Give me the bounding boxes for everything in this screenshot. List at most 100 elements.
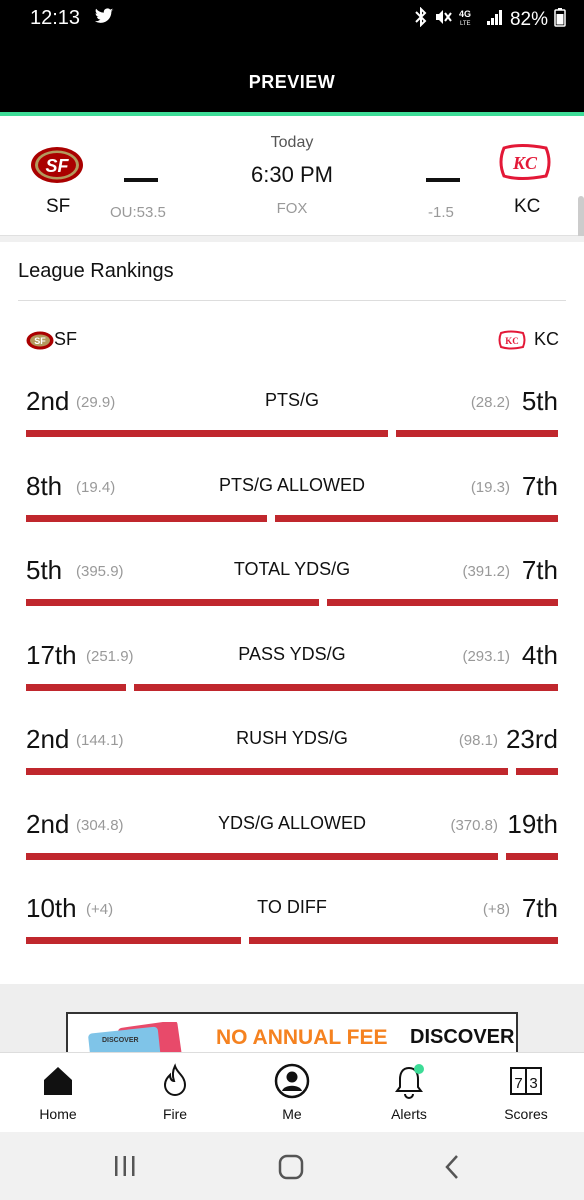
tab-fire[interactable]: Fire — [117, 1053, 233, 1133]
left-team-label: SF — [54, 329, 78, 349]
mute-icon — [434, 8, 452, 32]
ranking-row: 2nd (144.1) RUSH YDS/G (98.1) 23rd — [0, 724, 584, 794]
away-team-abbr: SF — [46, 196, 71, 217]
twitter-icon — [93, 6, 115, 32]
stat-label: TO DIFF — [257, 897, 327, 917]
tab-alerts[interactable]: Alerts — [351, 1053, 467, 1133]
right-team-bar — [249, 937, 558, 944]
scrollbar[interactable] — [578, 196, 584, 242]
stat-label: TOTAL YDS/G — [233, 559, 351, 579]
right-rank: 4th — [521, 639, 558, 670]
app-header: PREVIEW — [0, 36, 584, 116]
person-icon — [274, 1063, 310, 1099]
league-rankings-card: League Rankings SF SF KC KC 2nd (29.9) PTS… — [0, 242, 584, 984]
game-time: 6:30 PM — [251, 162, 333, 187]
tab-label: Alerts — [391, 1106, 427, 1122]
left-rank: 17th — [26, 639, 77, 670]
stat-label: PASS YDS/G — [238, 643, 346, 664]
left-rank: 10th — [26, 893, 77, 923]
right-value: (19.3) — [470, 478, 510, 496]
game-summary[interactable]: SF SF OU:53.5 Today 6:30 PM FOX -1.5 KC … — [0, 120, 584, 236]
right-rank: 5th — [521, 386, 558, 416]
left-team-bar — [26, 599, 319, 606]
fire-icon — [157, 1063, 193, 1099]
signal-icon — [486, 8, 504, 32]
stat-label: PTS/G — [264, 390, 319, 410]
battery-percent: 82% — [509, 9, 548, 30]
svg-text:KC: KC — [512, 153, 538, 173]
right-team-label: KC — [534, 329, 560, 349]
left-team-bar — [26, 683, 126, 691]
divider — [18, 300, 566, 301]
away-score-dash — [124, 178, 158, 182]
right-rank: 23rd — [505, 724, 558, 754]
left-value: (144.1) — [76, 732, 124, 749]
section-title: League Rankings — [18, 260, 174, 282]
right-rank: 7th — [521, 555, 558, 585]
right-team-bar — [506, 852, 558, 860]
recent-apps-icon[interactable] — [112, 1154, 138, 1183]
right-team-bar — [396, 430, 558, 437]
tab-label: Home — [39, 1106, 77, 1122]
lte-icon: 4G LTE — [458, 7, 480, 33]
ranking-row: 5th (395.9) TOTAL YDS/G (391.2) 7th — [0, 555, 584, 625]
right-rank: 7th — [521, 893, 558, 923]
ranking-row: 2nd (29.9) PTS/G (28.2) 5th — [0, 386, 584, 456]
kc-logo-icon: KC — [498, 142, 552, 187]
right-team-bar — [275, 514, 558, 522]
status-bar: 12:13 4G LTE 82% — [0, 0, 584, 36]
tab-me[interactable]: Me — [234, 1053, 350, 1133]
right-rank: 7th — [521, 470, 558, 501]
back-icon[interactable] — [442, 1154, 462, 1185]
svg-text:3: 3 — [529, 1075, 537, 1092]
point-spread: -1.5 — [428, 204, 454, 221]
left-rank: 5th — [26, 555, 63, 585]
home-nav-icon[interactable] — [278, 1154, 304, 1185]
left-rank: 2nd — [26, 808, 70, 839]
ranking-row: 2nd (304.8) YDS/G ALLOWED (370.8) 19th — [0, 809, 584, 879]
tab-home[interactable]: Home — [0, 1053, 116, 1133]
right-value: (293.1) — [462, 647, 510, 665]
page-title: PREVIEW — [248, 72, 336, 92]
over-under: OU:53.5 — [110, 204, 166, 221]
tab-label: Scores — [504, 1106, 548, 1122]
right-value: (370.8) — [450, 816, 498, 834]
svg-text:7: 7 — [514, 1075, 522, 1092]
left-value: (395.9) — [76, 563, 124, 580]
left-team-bar — [26, 852, 498, 860]
right-team-bar — [134, 683, 558, 691]
system-nav-bar — [0, 1132, 584, 1200]
right-team-bar — [327, 599, 558, 606]
battery-icon — [554, 7, 566, 33]
right-value: (+8) — [482, 901, 510, 918]
right-team-bar — [516, 768, 558, 775]
right-value: (391.2) — [462, 563, 510, 580]
left-team-bar — [26, 514, 267, 522]
left-value: (+4) — [86, 901, 114, 918]
ranking-row: 10th (+4) TO DIFF (+8) 7th — [0, 893, 584, 963]
ad-brand: DISCOVER — [410, 1026, 515, 1048]
home-icon — [40, 1063, 76, 1099]
status-icons: 4G LTE 82% — [414, 6, 566, 33]
tab-label: Me — [282, 1106, 302, 1122]
left-team-bar — [26, 937, 241, 944]
left-rank: 8th — [26, 470, 63, 501]
bluetooth-icon — [414, 6, 428, 33]
section-gap — [0, 236, 584, 242]
right-value: (28.2) — [470, 394, 510, 411]
svg-text:KC: KC — [505, 336, 519, 346]
left-value: (304.8) — [76, 816, 124, 834]
svg-text:SF: SF — [45, 156, 69, 176]
right-value: (98.1) — [458, 732, 498, 749]
svg-text:SF: SF — [34, 336, 46, 346]
home-score-dash — [426, 178, 460, 182]
bell-icon — [391, 1063, 427, 1099]
status-time: 12:13 — [30, 7, 81, 29]
sf-logo-icon: SF — [30, 146, 84, 189]
left-value: (19.4) — [76, 478, 116, 496]
ad-area: DISCOVER NO ANNUAL FEE DISCOVER — [0, 984, 584, 1072]
stat-label: YDS/G ALLOWED — [217, 812, 367, 833]
svg-text:LTE: LTE — [460, 21, 471, 27]
